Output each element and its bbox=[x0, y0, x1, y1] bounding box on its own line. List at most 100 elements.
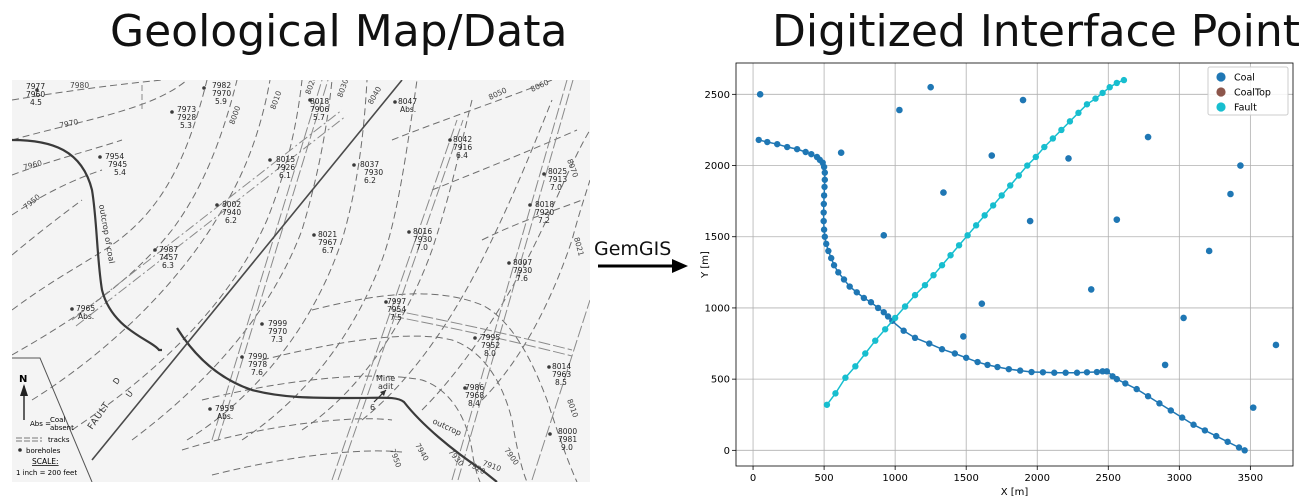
scatter-point bbox=[1227, 190, 1234, 198]
series-line bbox=[758, 139, 1246, 452]
borehole-marker bbox=[240, 355, 244, 359]
right-arrowhead-icon bbox=[672, 259, 688, 273]
borehole-label: 8047 Abs. bbox=[398, 97, 417, 114]
geological-map-drawing: 7977 7960 4.5 7982 7970 5.9 7973 7928 5.3 8018… bbox=[11, 74, 591, 483]
geological-map: 7977 7960 4.5 7982 7970 5.9 7973 7928 5.3 8018… bbox=[11, 74, 591, 483]
data-point bbox=[820, 192, 828, 199]
borehole-label: 7973 7928 5.3 bbox=[177, 105, 196, 130]
x-tick-label: 0 bbox=[750, 473, 756, 484]
x-tick-label: 1000 bbox=[882, 473, 907, 484]
data-point bbox=[764, 138, 771, 146]
fault-downthrow-label: D bbox=[111, 376, 122, 386]
data-point bbox=[1099, 89, 1106, 97]
y-tick-label: 500 bbox=[711, 375, 730, 386]
borehole-label: 7965 Abs. bbox=[76, 304, 95, 321]
y-tick-label: 2000 bbox=[705, 161, 730, 172]
data-point bbox=[1113, 375, 1121, 383]
data-point bbox=[828, 254, 835, 262]
scatter-point bbox=[1019, 96, 1027, 104]
contour-label: 7970 bbox=[59, 117, 80, 130]
data-point bbox=[783, 143, 791, 151]
y-tick-label: 1000 bbox=[705, 303, 730, 314]
borehole-label: 8007 7930 7.6 bbox=[513, 258, 532, 283]
borehole-marker bbox=[308, 98, 312, 102]
y-tick-label: 0 bbox=[724, 446, 730, 457]
contour-line bbox=[301, 99, 473, 431]
borehole-marker bbox=[312, 233, 316, 237]
data-point bbox=[853, 289, 860, 296]
y-tick-label: 2500 bbox=[705, 90, 730, 101]
borehole-label: 8000 7981 9.0 bbox=[558, 427, 577, 452]
left-panel-title: Geological Map/Data bbox=[110, 6, 568, 57]
scatter-point bbox=[1272, 341, 1280, 349]
data-point bbox=[755, 136, 762, 144]
scatter-point bbox=[978, 300, 986, 307]
data-point bbox=[823, 401, 831, 408]
data-point bbox=[774, 140, 781, 148]
scatter-point bbox=[756, 91, 764, 98]
contour-line bbox=[431, 129, 578, 191]
right-arrow-icon bbox=[598, 259, 688, 273]
legend-tracks: tracks bbox=[48, 436, 70, 444]
data-point bbox=[1224, 438, 1231, 445]
right-panel-title: Digitized Interface Points bbox=[772, 6, 1300, 57]
data-point bbox=[1032, 153, 1040, 161]
borehole-label: 8018 7906 5.7 bbox=[310, 97, 329, 122]
borehole-label: 7959 Abs. bbox=[215, 404, 234, 421]
data-point bbox=[955, 242, 963, 249]
borehole-label: 8018 7920 7.2 bbox=[535, 200, 554, 225]
x-tick-label: 2500 bbox=[1096, 473, 1121, 484]
plot-area bbox=[736, 63, 1293, 466]
data-point bbox=[820, 163, 828, 171]
borehole-label: 7982 7970 5.9 bbox=[212, 81, 231, 106]
borehole-marker bbox=[170, 110, 174, 114]
track-line bbox=[451, 79, 568, 481]
data-point bbox=[930, 271, 937, 279]
contour-line bbox=[131, 79, 333, 441]
data-point bbox=[911, 291, 919, 299]
borehole-label: 8015 7926 6.1 bbox=[276, 155, 295, 180]
data-point bbox=[874, 304, 882, 312]
fault-upthrow-label: U bbox=[124, 389, 135, 399]
borehole-labels: 7977 7960 4.5 7982 7970 5.9 7973 7928 5.3 8018… bbox=[26, 81, 577, 452]
y-axis-label: Y [m] bbox=[700, 251, 711, 279]
data-point bbox=[938, 262, 946, 269]
data-point bbox=[1024, 162, 1031, 169]
plot-frame bbox=[735, 62, 1294, 467]
coal-outcrop-line-upper bbox=[11, 138, 162, 352]
north-arrowhead-icon bbox=[20, 384, 28, 396]
legend-abs-absent: absent bbox=[50, 424, 74, 432]
track-line bbox=[217, 79, 329, 441]
data-point bbox=[825, 247, 832, 255]
data-point bbox=[891, 314, 899, 322]
data-point bbox=[1241, 447, 1248, 454]
x-tick-label: 1500 bbox=[953, 473, 978, 484]
data-point bbox=[1083, 101, 1091, 108]
data-point bbox=[1133, 385, 1140, 393]
data-point bbox=[994, 363, 1001, 371]
contour-line bbox=[481, 179, 591, 401]
map-background bbox=[12, 80, 590, 482]
data-point bbox=[820, 226, 828, 233]
legend-abs-coal: Coal bbox=[50, 416, 65, 424]
borehole-label: 8037 7930 6.2 bbox=[360, 160, 383, 185]
scatter-point bbox=[1065, 155, 1072, 162]
data-point bbox=[823, 240, 830, 248]
data-point bbox=[962, 354, 970, 361]
data-point bbox=[872, 337, 879, 344]
borehole-marker bbox=[215, 203, 219, 207]
north-label: N bbox=[19, 374, 27, 385]
borehole-marker bbox=[352, 163, 356, 167]
data-point bbox=[821, 169, 829, 176]
data-point bbox=[984, 361, 991, 369]
data-point bbox=[921, 281, 929, 289]
data-point bbox=[1083, 369, 1091, 376]
data-point bbox=[1073, 369, 1081, 376]
scatter-point bbox=[1205, 247, 1213, 255]
data-point bbox=[1058, 126, 1065, 134]
legend-entry: Coal bbox=[1234, 73, 1255, 84]
map-legend: N Abs = Coal absent tracks boreholes SCA… bbox=[12, 357, 93, 483]
data-point bbox=[1103, 368, 1111, 375]
data-point bbox=[1039, 369, 1047, 376]
borehole-label: 7977 7960 4.5 bbox=[26, 82, 45, 107]
